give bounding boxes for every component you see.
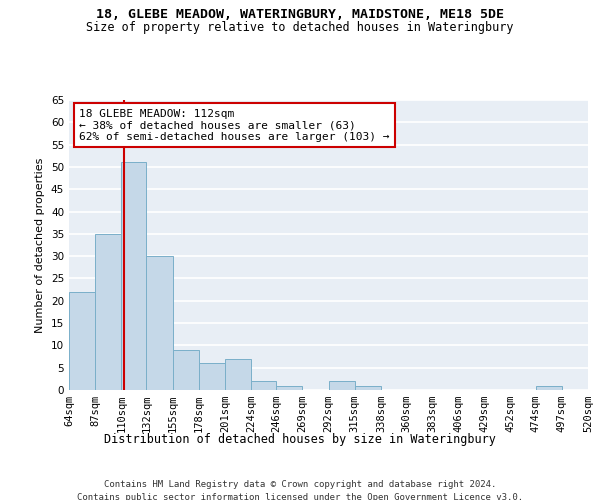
Bar bbox=[121, 162, 146, 390]
Bar bbox=[276, 386, 302, 390]
Y-axis label: Number of detached properties: Number of detached properties bbox=[35, 158, 46, 332]
Bar bbox=[199, 363, 225, 390]
Bar bbox=[95, 234, 121, 390]
Bar bbox=[173, 350, 199, 390]
Text: 18 GLEBE MEADOW: 112sqm
← 38% of detached houses are smaller (63)
62% of semi-de: 18 GLEBE MEADOW: 112sqm ← 38% of detache… bbox=[79, 108, 390, 142]
Bar bbox=[251, 381, 276, 390]
Bar bbox=[329, 381, 355, 390]
Bar bbox=[69, 292, 95, 390]
Bar bbox=[225, 359, 251, 390]
Text: Contains HM Land Registry data © Crown copyright and database right 2024.: Contains HM Land Registry data © Crown c… bbox=[104, 480, 496, 489]
Bar bbox=[146, 256, 173, 390]
Text: Distribution of detached houses by size in Wateringbury: Distribution of detached houses by size … bbox=[104, 432, 496, 446]
Bar bbox=[355, 386, 381, 390]
Bar bbox=[536, 386, 562, 390]
Text: Size of property relative to detached houses in Wateringbury: Size of property relative to detached ho… bbox=[86, 21, 514, 34]
Text: Contains public sector information licensed under the Open Government Licence v3: Contains public sector information licen… bbox=[77, 492, 523, 500]
Text: 18, GLEBE MEADOW, WATERINGBURY, MAIDSTONE, ME18 5DE: 18, GLEBE MEADOW, WATERINGBURY, MAIDSTON… bbox=[96, 8, 504, 20]
